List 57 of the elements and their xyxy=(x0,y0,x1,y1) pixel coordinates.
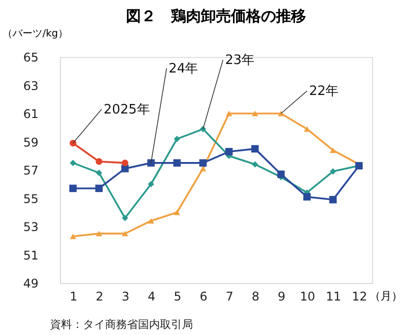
y-axis-title: （バーツ/kg） xyxy=(2,28,68,40)
x-tick-label: 11 xyxy=(326,290,342,304)
y-tick-label: 53 xyxy=(23,220,38,234)
point xyxy=(173,159,181,167)
point xyxy=(95,184,103,192)
x-tick-label: 8 xyxy=(252,290,260,304)
point xyxy=(329,196,337,204)
y-tick-label: 65 xyxy=(23,50,38,64)
point xyxy=(277,170,285,178)
point xyxy=(69,184,77,192)
point xyxy=(174,210,180,216)
point xyxy=(174,136,180,142)
x-tick-label: 4 xyxy=(148,290,156,304)
x-tick-label: 6 xyxy=(200,290,208,304)
text: 資料：タイ商務省国内取引局 xyxy=(50,318,193,331)
point xyxy=(330,168,336,175)
x-tick-label: 2 xyxy=(96,290,104,304)
point xyxy=(70,234,76,240)
annotation: 24年 xyxy=(168,61,198,76)
x-tick-label: 10 xyxy=(300,290,316,304)
x-tick-label: 3 xyxy=(122,290,130,304)
point xyxy=(252,161,258,168)
chart-title: 図２ 鶏肉卸売価格の推移 xyxy=(126,7,306,25)
point xyxy=(303,193,311,201)
y-tick-label: 63 xyxy=(23,78,38,93)
point xyxy=(96,170,102,176)
point xyxy=(251,145,259,153)
x-tick-label: 12 xyxy=(352,290,368,304)
point xyxy=(226,110,232,116)
y-tick-label: 59 xyxy=(23,135,38,150)
annotation: 23年 xyxy=(225,52,255,68)
point xyxy=(225,148,233,156)
x-tick-label: 9 xyxy=(278,290,286,304)
x-tick-label: 5 xyxy=(174,290,182,304)
y-tick-label: 55 xyxy=(23,192,38,206)
point xyxy=(96,230,102,236)
x-axis-title: （月） xyxy=(370,290,400,302)
annotation: 22年 xyxy=(309,84,339,99)
point xyxy=(122,214,128,222)
point xyxy=(199,159,207,167)
y-tick-label: 61 xyxy=(23,107,38,121)
point xyxy=(304,126,310,132)
y-tick-label: 49 xyxy=(23,276,38,290)
y-tick-label: 57 xyxy=(23,164,38,178)
point xyxy=(330,147,336,153)
x-tick-label: 1 xyxy=(70,290,78,304)
point xyxy=(122,160,128,166)
point xyxy=(200,166,206,172)
point xyxy=(96,158,102,165)
point xyxy=(148,218,154,224)
point xyxy=(252,110,258,116)
y-tick-label: 51 xyxy=(23,248,38,262)
x-tick-label: 7 xyxy=(226,290,234,304)
annotation: 2025年 xyxy=(104,102,150,118)
point xyxy=(70,160,76,166)
point xyxy=(148,180,154,188)
point xyxy=(122,230,128,236)
